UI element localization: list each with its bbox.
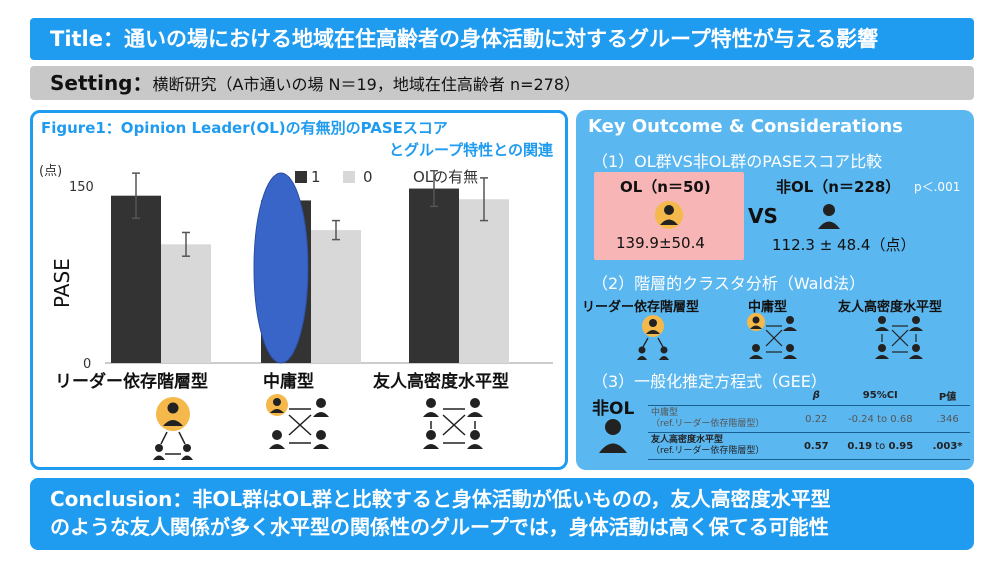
legend-label-1: 1: [311, 168, 321, 186]
cluster-horizontal-icon: [875, 316, 923, 359]
legend-swatch-0: [343, 171, 355, 183]
gee-row-ci-to: to: [877, 413, 888, 425]
setting-label: Setting：: [50, 71, 153, 95]
cluster-label-leader: リーダー依存階層型: [582, 300, 700, 315]
cluster-label-moderate: 中庸型: [748, 300, 788, 315]
gee-row-ci: -0.24 to 0.68: [835, 405, 926, 433]
title-bar: Title：通いの場における地域在住高齢者の身体活動に対するグループ特性が与える…: [30, 18, 974, 60]
gee-row-name1: 中庸型: [651, 408, 679, 418]
key-outcome-panel: Key Outcome & Considerations （1）OL群VS非OL…: [576, 110, 974, 470]
gee-row-ci-low: -0.24: [848, 413, 874, 425]
gee-row-ci-high: 0.95: [888, 440, 914, 452]
vs-label: VS: [748, 204, 778, 228]
gee-row-name1: 友人高密度水平型: [651, 435, 724, 445]
bar-ol1-0: [111, 195, 161, 363]
gee-row-beta: 0.57: [797, 432, 836, 460]
conclusion-text2: のような友人関係が多く水平型の関係性のグループでは，身体活動は高く保てる可能性: [50, 515, 829, 539]
cluster-hierarchy-icon: [637, 315, 669, 360]
non-ol-heading: 非OL（n＝228）: [776, 178, 901, 196]
key-outcome-title: Key Outcome & Considerations: [588, 116, 903, 137]
gee-header-row: β 95%CI P値: [648, 386, 970, 406]
ol-box: OL（n＝50) 139.9±50.4: [594, 172, 744, 260]
category-label-moderate: 中庸型: [263, 372, 314, 392]
legend-label-0: 0: [363, 168, 373, 186]
gee-row-p: .346: [925, 405, 970, 433]
ol-heading: OL（n＝50): [620, 178, 711, 196]
gee-header-name: [648, 386, 798, 406]
cluster-label-horizontal: 友人高密度水平型: [838, 300, 943, 315]
gee-header-p: P値: [925, 386, 970, 406]
gee-group-label: 非OL: [592, 399, 635, 419]
horizontal-group-icon: [423, 398, 483, 449]
p-value: p＜.001: [914, 180, 961, 194]
gee-header-ci: 95%CI: [835, 386, 926, 406]
conclusion-bar: Conclusion：非OL群はOL群と比較すると身体活動が低いものの，友人高密…: [30, 478, 974, 550]
conclusion-label: Conclusion：: [50, 487, 193, 511]
cluster-moderate-icon: [747, 313, 797, 359]
category-label-horizontal: 友人高密度水平型: [373, 372, 509, 392]
conclusion-line1: Conclusion：非OL群はOL群と比較すると身体活動が低いものの，友人高密…: [50, 485, 954, 513]
gee-row-ci-to: to: [875, 440, 886, 452]
gee-row-name2: （ref.リーダー依存階層型）: [651, 419, 765, 429]
gee-row-p: .003*: [925, 432, 970, 460]
bar-group: [111, 170, 509, 363]
pase-bar-chart: (点) 150 0 PASE 1 0 OLの有無: [39, 164, 553, 460]
gee-row-name2: （ref.リーダー依存階層型）: [651, 446, 765, 456]
title-label: Title：: [50, 27, 125, 51]
y-tick-0: 0: [83, 357, 91, 372]
y-tick-150: 150: [69, 180, 94, 195]
conclusion-text1: 非OL群はOL群と比較すると身体活動が低いものの，友人高密度水平型: [192, 487, 831, 511]
figure-title-line1: Figure1：Opinion Leader(OL)の有無別のPASEスコア: [41, 119, 448, 137]
ol-score: 139.9±50.4: [616, 234, 705, 252]
bar-ol1-2: [409, 188, 459, 363]
y-axis-label: PASE: [50, 258, 74, 308]
gee-row-name: 中庸型 （ref.リーダー依存階層型）: [648, 405, 798, 433]
gee-person-icon: [599, 419, 627, 453]
legend-title: OLの有無: [413, 168, 478, 186]
gee-row-ci: 0.19 to 0.95: [835, 432, 926, 460]
bar-ol0-2: [459, 199, 509, 363]
gee-row-name: 友人高密度水平型 （ref.リーダー依存階層型）: [648, 432, 798, 460]
moderate-group-icon: [266, 394, 329, 449]
hierarchy-group-icon: [153, 397, 193, 460]
figure-panel: Figure1：Opinion Leader(OL)の有無別のPASEスコア と…: [30, 110, 568, 470]
highlight-ellipse: [253, 172, 309, 364]
figure-title-line2: とグループ特性との関連: [389, 141, 553, 159]
unit-label: (点): [39, 164, 62, 179]
table-row: 友人高密度水平型 （ref.リーダー依存階層型） 0.57 0.19 to 0.…: [648, 432, 970, 460]
gee-row-beta: 0.22: [797, 405, 836, 433]
setting-text: 横断研究（A市通いの場 N＝19，地域在住高齢者 n=278）: [152, 75, 581, 94]
setting-bar: Setting：横断研究（A市通いの場 N＝19，地域在住高齢者 n=278）: [30, 66, 974, 100]
category-label-leader: リーダー依存階層型: [55, 372, 208, 392]
section2-title: （2）階層的クラスタ分析（Wald法）: [592, 274, 866, 293]
table-row: 中庸型 （ref.リーダー依存階層型） 0.22 -0.24 to 0.68 .…: [648, 405, 970, 433]
gee-table: β 95%CI P値 中庸型 （ref.リーダー依存階層型） 0.22 -0.2…: [648, 386, 970, 460]
legend-swatch-1: [295, 171, 307, 183]
title-text: 通いの場における地域在住高齢者の身体活動に対するグループ特性が与える影響: [124, 27, 879, 51]
gee-row-ci-high: 0.68: [890, 413, 913, 425]
non-ol-person-icon: [818, 204, 840, 229]
gee-row-ci-low: 0.19: [847, 440, 873, 452]
non-ol-score: 112.3 ± 48.4（点）: [772, 236, 916, 254]
bar-ol0-0: [161, 244, 211, 363]
ol-person-icon: [655, 201, 683, 229]
gee-header-beta: β: [797, 386, 836, 406]
section1-title: （1）OL群VS非OL群のPASEスコア比較: [592, 152, 883, 171]
bar-ol0-1: [311, 230, 361, 363]
